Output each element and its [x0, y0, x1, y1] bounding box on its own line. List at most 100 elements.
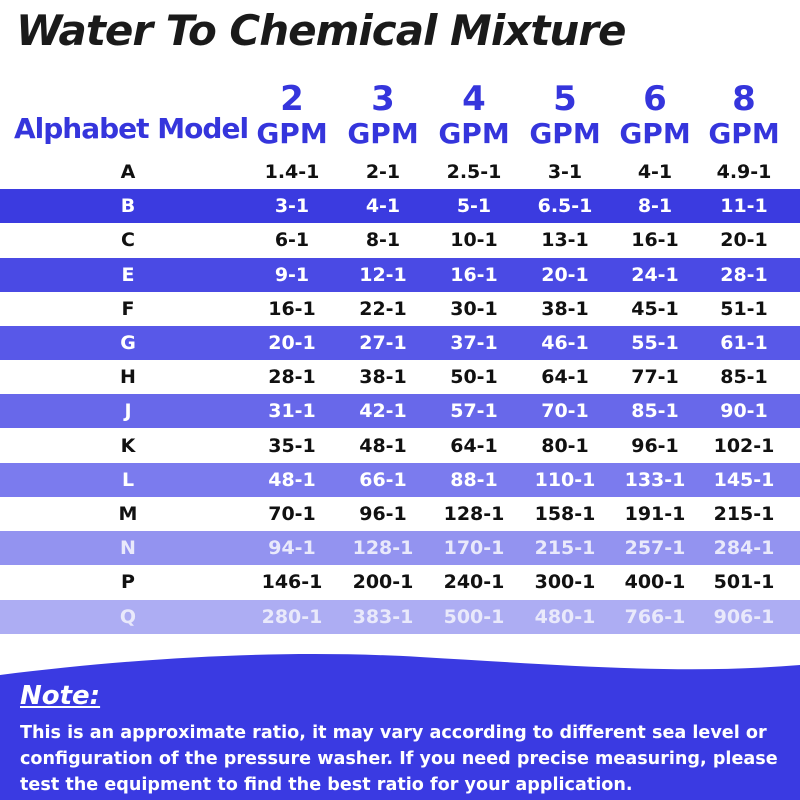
- ratio-cell: 2.5-1: [446, 161, 502, 183]
- table-row: E 9-1 12-1 16-1 20-1 24-1 28-1: [0, 257, 800, 292]
- ratio-cell: 257-1: [624, 537, 686, 560]
- ratio-cell: 133-1: [624, 468, 686, 491]
- gpm-header-number: 5: [553, 79, 577, 119]
- gpm-header-number: 8: [732, 79, 756, 119]
- table-row: F 16-1 22-1 30-1 38-1 45-1 51-1: [0, 292, 800, 326]
- gpm-header-number: 4: [462, 79, 486, 119]
- ratio-cell: 48-1: [268, 468, 316, 491]
- ratio-cell: 5-1: [456, 195, 492, 218]
- note-panel: [0, 654, 800, 800]
- model-cell: Q: [119, 605, 137, 628]
- ratio-cell: 128-1: [443, 503, 505, 525]
- ratio-cell: 480-1: [534, 605, 596, 628]
- ratio-cell: 90-1: [720, 400, 768, 423]
- ratio-cell: 110-1: [534, 468, 596, 491]
- table-row: N 94-1 128-1 170-1 215-1 257-1 284-1: [0, 531, 800, 566]
- ratio-cell: 4-1: [637, 161, 673, 183]
- ratio-cell: 501-1: [713, 571, 775, 594]
- model-cell: N: [120, 537, 136, 560]
- table-row: G 20-1 27-1 37-1 46-1 55-1 61-1: [0, 326, 800, 360]
- ratio-cell: 191-1: [624, 503, 686, 525]
- ratio-cell: 170-1: [443, 537, 505, 560]
- ratio-cell: 16-1: [268, 297, 316, 320]
- model-cell: M: [118, 503, 138, 525]
- ratio-cell: 88-1: [450, 468, 498, 491]
- ratio-cell: 4.9-1: [716, 161, 772, 183]
- ratio-cell: 94-1: [268, 537, 316, 560]
- gpm-header-unit: GPM: [708, 117, 780, 150]
- ratio-cell: 85-1: [720, 366, 768, 389]
- ratio-cell: 6.5-1: [537, 195, 593, 218]
- ratio-cell: 50-1: [450, 366, 498, 389]
- gpm-header-4: 6 GPM: [610, 80, 700, 150]
- ratio-cell: 28-1: [268, 366, 316, 389]
- ratio-cell: 146-1: [261, 571, 323, 594]
- ratio-cell: 70-1: [268, 503, 316, 525]
- gpm-header-unit: GPM: [256, 117, 328, 150]
- ratio-cell: 20-1: [541, 263, 589, 286]
- ratio-cell: 10-1: [450, 229, 498, 252]
- ratio-cell: 28-1: [720, 263, 768, 286]
- gpm-header-number: 3: [371, 79, 395, 119]
- ratio-cell: 4-1: [365, 195, 401, 218]
- ratio-cell: 55-1: [631, 332, 679, 354]
- gpm-header-3: 5 GPM: [520, 80, 610, 150]
- ratio-cell: 158-1: [534, 503, 596, 525]
- model-cell: E: [121, 263, 135, 286]
- model-cell: P: [121, 571, 135, 594]
- ratio-cell: 85-1: [631, 400, 679, 423]
- table-row: Q 280-1 383-1 500-1 480-1 766-1 906-1: [0, 599, 800, 634]
- table-row: M 70-1 96-1 128-1 158-1 191-1 215-1: [0, 497, 800, 531]
- table-row: A 1.4-1 2-1 2.5-1 3-1 4-1 4.9-1: [0, 155, 800, 189]
- ratio-cell: 300-1: [534, 571, 596, 594]
- ratio-cell: 284-1: [713, 537, 775, 560]
- note-title: Note:: [20, 681, 101, 711]
- model-cell: L: [121, 468, 135, 491]
- note-text: This is an approximate ratio, it may var…: [20, 723, 778, 795]
- model-cell: G: [120, 332, 136, 354]
- gpm-header-unit: GPM: [619, 117, 691, 150]
- model-cell: F: [121, 297, 135, 320]
- ratio-cell: 102-1: [713, 434, 775, 457]
- ratio-cell: 51-1: [720, 297, 768, 320]
- ratio-cell: 77-1: [631, 366, 679, 389]
- ratio-cell: 20-1: [268, 332, 316, 354]
- ratio-cell: 45-1: [631, 297, 679, 320]
- ratio-cell: 9-1: [274, 263, 310, 286]
- ratio-cell: 16-1: [631, 229, 679, 252]
- ratio-cell: 48-1: [359, 434, 407, 457]
- ratio-cell: 38-1: [541, 297, 589, 320]
- ratio-cell: 2-1: [365, 161, 401, 183]
- gpm-header-number: 6: [643, 79, 667, 119]
- model-cell: B: [120, 195, 136, 218]
- table-row: C 6-1 8-1 10-1 13-1 16-1 20-1: [0, 223, 800, 257]
- table-row: P 146-1 200-1 240-1 300-1 400-1 501-1: [0, 565, 800, 599]
- ratio-cell: 6-1: [274, 229, 310, 252]
- ratio-cell: 64-1: [450, 434, 498, 457]
- ratio-cell: 500-1: [443, 605, 505, 628]
- ratio-cell: 27-1: [359, 332, 407, 354]
- ratio-cell: 8-1: [637, 195, 673, 218]
- ratio-cell: 46-1: [541, 332, 589, 354]
- ratio-cell: 280-1: [261, 605, 323, 628]
- model-cell: C: [121, 229, 135, 252]
- ratio-cell: 61-1: [720, 332, 768, 354]
- ratio-cell: 3-1: [547, 161, 583, 183]
- ratio-cell: 200-1: [352, 571, 414, 594]
- note-wave-background: [0, 654, 800, 800]
- ratio-cell: 16-1: [450, 263, 498, 286]
- model-cell: H: [120, 366, 136, 389]
- table-row: B 3-1 4-1 5-1 6.5-1 8-1 11-1: [0, 189, 800, 224]
- table-row: K 35-1 48-1 64-1 80-1 96-1 102-1: [0, 429, 800, 463]
- ratio-cell: 145-1: [713, 468, 775, 491]
- gpm-header-unit: GPM: [347, 117, 419, 150]
- ratio-cell: 1.4-1: [264, 161, 320, 183]
- gpm-header-2: 4 GPM: [429, 80, 519, 150]
- ratio-cell: 240-1: [443, 571, 505, 594]
- ratio-cell: 37-1: [450, 332, 498, 354]
- ratio-cell: 13-1: [541, 229, 589, 252]
- gpm-header-1: 3 GPM: [338, 80, 428, 150]
- ratio-cell: 400-1: [624, 571, 686, 594]
- ratio-cell: 35-1: [268, 434, 316, 457]
- alphabet-model-header: Alphabet Model: [14, 112, 249, 145]
